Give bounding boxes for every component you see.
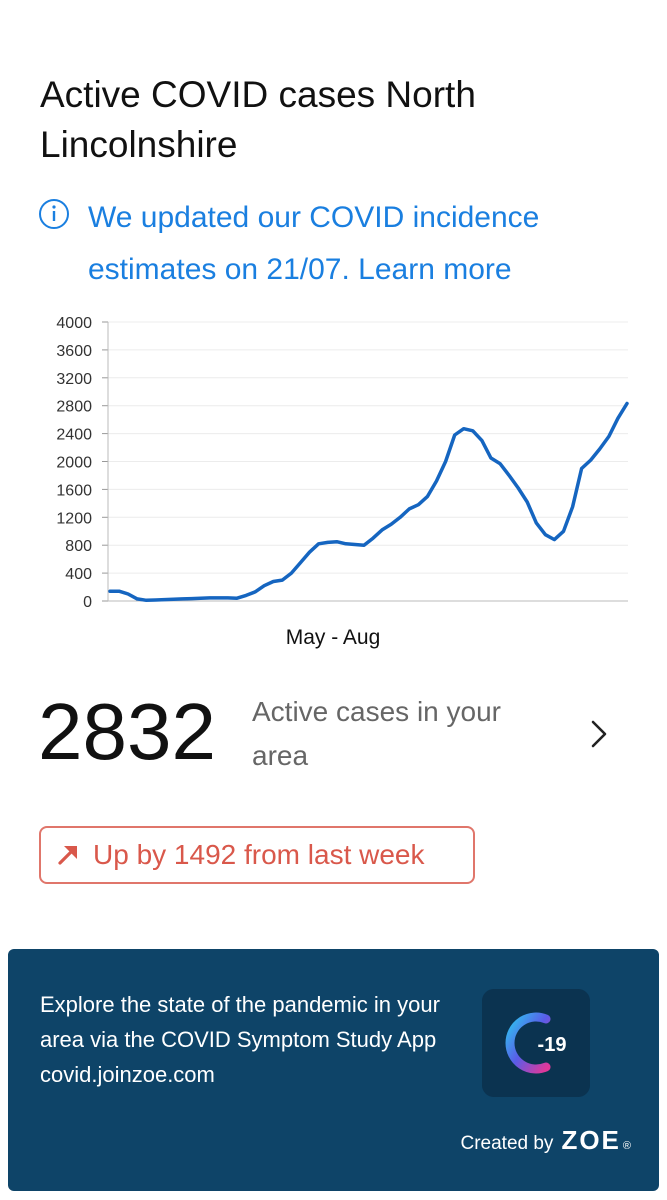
zoe-logo: ZOE [561,1125,621,1155]
x-axis-label: May - Aug [286,626,381,649]
y-axis-ticks: 0 400 800 1200 1600 2000 2400 2800 3200 3600 4000 [56,315,108,611]
y-tick-label: 2000 [56,455,92,472]
y-tick-label: 4000 [56,315,92,332]
y-tick-label: 0 [83,594,92,611]
y-tick-label: 1600 [56,482,92,499]
active-cases-label: Active cases in your area [252,696,501,771]
y-tick-label: 400 [65,566,92,583]
trend-text: Up by 1492 from last week [93,839,425,870]
y-tick-label: 1200 [56,510,92,527]
notice-link[interactable]: We updated our COVID incidence estimates… [88,201,540,286]
y-tick-label: 800 [65,538,92,555]
update-notice[interactable]: We updated our COVID incidence estimates… [38,192,648,296]
series-line [108,401,629,603]
y-tick-label: 2400 [56,427,92,444]
promo-banner: Explore the state of the pandemic in you… [8,949,659,1191]
created-by-label: Created by [460,1133,554,1154]
app-icon-label: -19 [538,1034,567,1056]
active-cases-count: 2832 [38,687,216,776]
chevron-right-icon[interactable] [585,716,615,752]
y-tick-label: 2800 [56,399,92,416]
credit: Created by ZOE ® [460,1125,631,1156]
trend-badge: Up by 1492 from last week [39,826,475,884]
arrow-up-right-icon [58,846,77,865]
chart-grid [108,321,628,574]
cases-chart: 040080012001600200024002800320036004000 … [56,315,629,649]
registered-mark: ® [622,1140,631,1152]
y-tick-label: 3600 [56,343,92,360]
promo-text: Explore the state of the pandemic in you… [40,992,440,1087]
page-title: Active COVID cases North Lincolnshire [40,74,476,165]
y-tick-label: 3200 [56,371,92,388]
info-icon [39,199,69,229]
covid-app-icon[interactable]: -19 [482,989,590,1097]
